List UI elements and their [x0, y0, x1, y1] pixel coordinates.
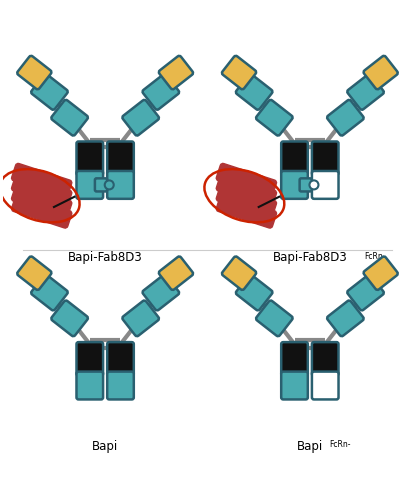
- FancyBboxPatch shape: [256, 300, 293, 336]
- FancyBboxPatch shape: [12, 164, 72, 198]
- FancyBboxPatch shape: [347, 274, 384, 310]
- FancyBboxPatch shape: [159, 256, 193, 290]
- FancyBboxPatch shape: [51, 300, 88, 336]
- FancyBboxPatch shape: [107, 142, 134, 175]
- Text: Bapi-Fab8D3: Bapi-Fab8D3: [273, 252, 347, 264]
- FancyBboxPatch shape: [216, 164, 276, 198]
- FancyBboxPatch shape: [312, 342, 339, 376]
- FancyBboxPatch shape: [17, 256, 51, 290]
- FancyBboxPatch shape: [76, 171, 103, 199]
- FancyBboxPatch shape: [107, 171, 134, 199]
- FancyBboxPatch shape: [76, 372, 103, 400]
- FancyBboxPatch shape: [222, 256, 256, 290]
- FancyBboxPatch shape: [216, 194, 276, 228]
- FancyBboxPatch shape: [12, 174, 72, 208]
- FancyBboxPatch shape: [122, 300, 159, 336]
- FancyBboxPatch shape: [300, 178, 312, 192]
- FancyBboxPatch shape: [281, 372, 308, 400]
- FancyBboxPatch shape: [312, 372, 339, 400]
- FancyBboxPatch shape: [222, 56, 256, 90]
- FancyBboxPatch shape: [281, 342, 308, 376]
- FancyBboxPatch shape: [142, 274, 179, 310]
- FancyBboxPatch shape: [31, 74, 68, 110]
- FancyBboxPatch shape: [364, 56, 398, 90]
- FancyBboxPatch shape: [216, 184, 276, 218]
- FancyBboxPatch shape: [236, 274, 273, 310]
- FancyBboxPatch shape: [12, 184, 72, 218]
- FancyBboxPatch shape: [12, 194, 72, 228]
- Text: Bapi-Fab8D3: Bapi-Fab8D3: [68, 252, 142, 264]
- FancyBboxPatch shape: [31, 274, 68, 310]
- FancyBboxPatch shape: [107, 342, 134, 376]
- FancyBboxPatch shape: [312, 171, 339, 199]
- Text: FcRn-: FcRn-: [364, 252, 386, 261]
- FancyBboxPatch shape: [327, 100, 364, 136]
- Text: FcRn-: FcRn-: [330, 440, 351, 450]
- FancyBboxPatch shape: [236, 74, 273, 110]
- FancyBboxPatch shape: [76, 142, 103, 175]
- FancyBboxPatch shape: [327, 300, 364, 336]
- FancyBboxPatch shape: [107, 372, 134, 400]
- FancyBboxPatch shape: [256, 100, 293, 136]
- FancyBboxPatch shape: [216, 174, 276, 208]
- FancyBboxPatch shape: [159, 56, 193, 90]
- FancyBboxPatch shape: [347, 74, 384, 110]
- FancyBboxPatch shape: [142, 74, 179, 110]
- FancyBboxPatch shape: [312, 142, 339, 175]
- FancyBboxPatch shape: [17, 56, 51, 90]
- Text: Bapi: Bapi: [297, 440, 323, 452]
- FancyBboxPatch shape: [122, 100, 159, 136]
- FancyBboxPatch shape: [364, 256, 398, 290]
- FancyBboxPatch shape: [76, 342, 103, 376]
- FancyBboxPatch shape: [281, 171, 308, 199]
- FancyBboxPatch shape: [95, 178, 107, 192]
- Circle shape: [105, 180, 114, 190]
- Text: Bapi: Bapi: [92, 440, 118, 452]
- FancyBboxPatch shape: [51, 100, 88, 136]
- Circle shape: [310, 180, 318, 190]
- FancyBboxPatch shape: [281, 142, 308, 175]
